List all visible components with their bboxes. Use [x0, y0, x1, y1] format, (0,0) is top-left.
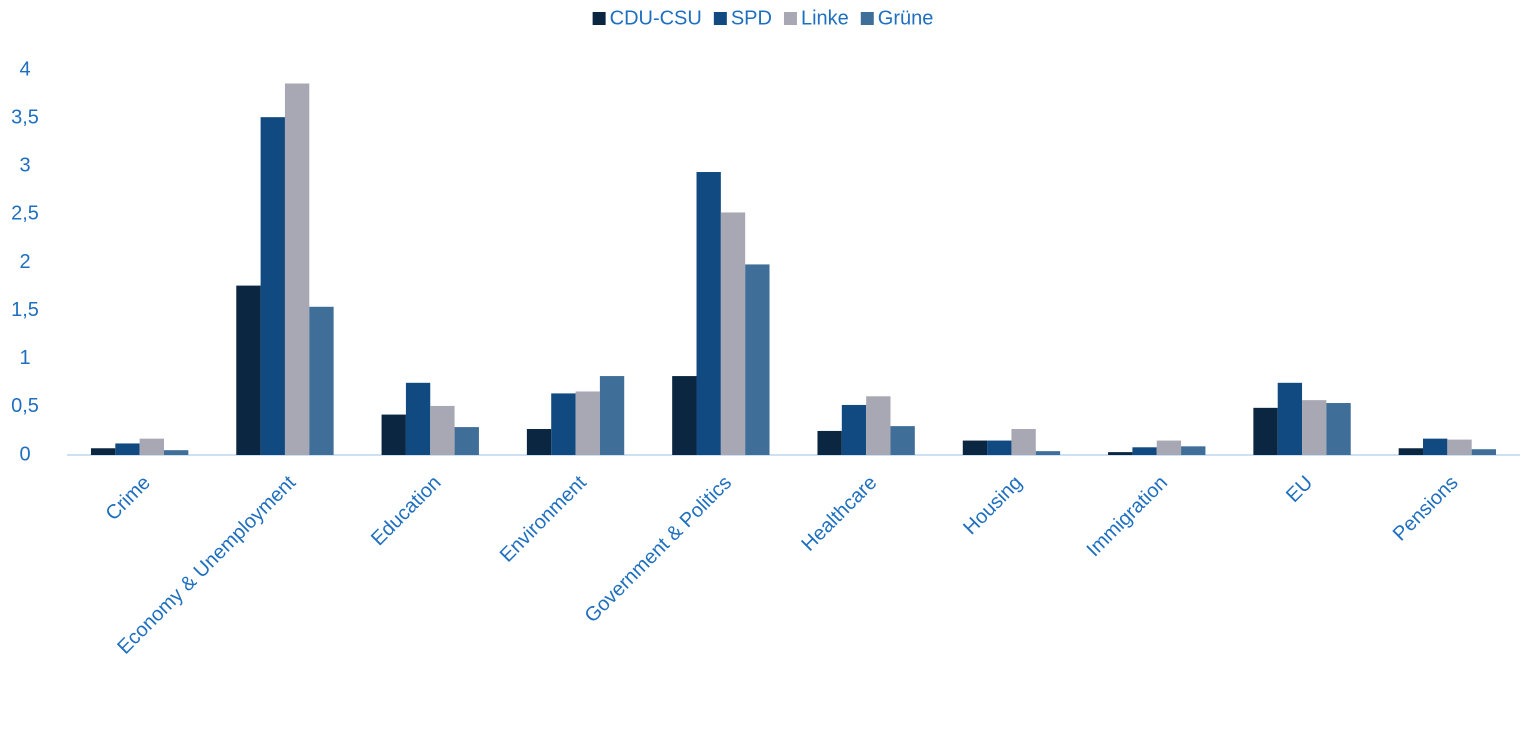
- bar: [1156, 440, 1182, 455]
- bar: [526, 429, 552, 455]
- bar: [309, 306, 334, 455]
- bar: [1277, 382, 1303, 455]
- legend-label: SPD: [731, 7, 772, 29]
- bar: [1011, 429, 1036, 455]
- bar: [987, 440, 1012, 455]
- legend-swatch: [592, 12, 606, 25]
- bar: [1423, 438, 1448, 455]
- bar: [1181, 446, 1206, 455]
- y-tick-label: 0: [19, 443, 30, 465]
- bar: [139, 438, 164, 455]
- bar: [962, 440, 988, 455]
- y-tick-label: 0,5: [11, 395, 39, 417]
- bar: [817, 430, 842, 455]
- legend-swatch: [860, 12, 874, 25]
- bar: [551, 393, 576, 455]
- bar: [1132, 447, 1157, 455]
- bar: [90, 448, 116, 455]
- y-tick-label: 3,5: [11, 106, 39, 128]
- bar: [1447, 439, 1472, 455]
- bar: [1398, 448, 1424, 455]
- bar: [430, 405, 455, 455]
- bar: [260, 117, 285, 455]
- y-tick-label: 2: [19, 251, 30, 273]
- x-tick-label: Immigration: [1083, 472, 1172, 561]
- legend-label: CDU-CSU: [610, 7, 702, 29]
- x-tick-label: Environment: [496, 471, 591, 566]
- x-tick-label: Education: [367, 472, 445, 550]
- y-tick-label: 1,5: [11, 299, 39, 321]
- x-tick-label: Pensions: [1389, 472, 1463, 546]
- bar: [115, 443, 140, 455]
- bar: [1302, 400, 1327, 455]
- y-tick-label: 4: [19, 58, 30, 80]
- bar: [454, 427, 479, 455]
- legend-label: Linke: [801, 7, 849, 29]
- bar: [841, 404, 867, 455]
- bar: [890, 426, 915, 455]
- y-tick-label: 2,5: [11, 203, 39, 225]
- x-tick-label: Crime: [102, 472, 155, 525]
- bar: [720, 212, 746, 455]
- bar: [866, 396, 891, 455]
- bar: [1253, 407, 1278, 455]
- bar: [284, 83, 310, 455]
- x-tick-label: Healthcare: [797, 472, 881, 556]
- bar: [163, 450, 189, 455]
- bar: [236, 285, 261, 455]
- x-tick-label: Government & Politics: [581, 472, 736, 627]
- bar: [1108, 452, 1133, 455]
- bar: [745, 264, 770, 455]
- bar: [1471, 449, 1497, 455]
- bar: [599, 376, 625, 455]
- bar: [575, 391, 600, 455]
- legend-swatch: [713, 12, 727, 25]
- x-tick-label: EU: [1282, 472, 1317, 507]
- bar: [381, 414, 406, 455]
- legend-label: Grüne: [878, 7, 934, 29]
- y-tick-label: 1: [19, 347, 30, 369]
- bar: [696, 172, 721, 455]
- bar: [405, 382, 431, 455]
- bar: [1326, 403, 1351, 455]
- legend-swatch: [783, 12, 797, 25]
- x-tick-label: Housing: [959, 472, 1026, 539]
- y-tick-label: 3: [19, 155, 30, 177]
- bar: [672, 376, 697, 455]
- bar: [1035, 451, 1061, 455]
